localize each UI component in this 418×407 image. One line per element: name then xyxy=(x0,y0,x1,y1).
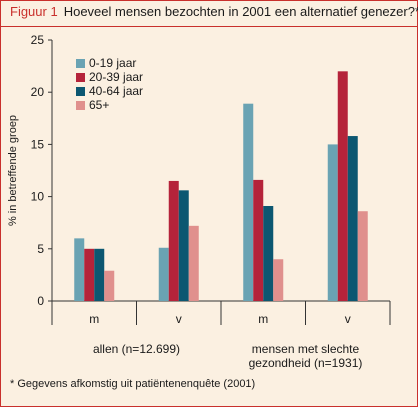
y-tick-label: 0 xyxy=(37,294,44,308)
group-label: allen (n=12.699) xyxy=(93,342,180,356)
figure-title: Hoeveel mensen bezochten in 2001 een alt… xyxy=(63,4,418,19)
figure-title-row: Figuur 1 Hoeveel mensen bezochten in 2001… xyxy=(10,4,418,19)
y-tick-label: 10 xyxy=(31,190,45,204)
bar-0-19-jaar xyxy=(243,103,254,302)
bar-20-39-jaar xyxy=(168,180,179,301)
bar-65- xyxy=(357,211,368,301)
bar-65- xyxy=(273,259,284,301)
bar-20-39-jaar xyxy=(84,248,95,301)
legend-swatch xyxy=(76,101,85,110)
x-tick-label: v xyxy=(176,312,182,326)
y-tick-label: 5 xyxy=(37,242,44,256)
bar-0-19-jaar xyxy=(74,238,85,301)
bar-65- xyxy=(188,225,199,301)
bar-20-39-jaar xyxy=(337,71,348,301)
y-tick-label: 25 xyxy=(31,33,45,47)
bar-40-64-jaar xyxy=(94,248,105,301)
legend-swatch xyxy=(76,59,85,68)
bar-40-64-jaar xyxy=(178,190,189,301)
legend-label: 40-64 jaar xyxy=(89,84,144,98)
legend-label: 20-39 jaar xyxy=(89,70,144,84)
legend-item: 20-39 jaar xyxy=(76,70,143,84)
legend-item: 40-64 jaar xyxy=(76,84,143,98)
figure-label: Figuur 1 xyxy=(10,4,58,19)
x-tick-label: m xyxy=(258,312,268,326)
bar-40-64-jaar xyxy=(347,136,358,301)
bar-0-19-jaar xyxy=(327,144,338,301)
legend-label: 65+ xyxy=(89,98,110,112)
x-tick-label: m xyxy=(89,312,99,326)
bar-20-39-jaar xyxy=(253,179,264,301)
legend-label: 0-19 jaar xyxy=(89,56,137,70)
bar-0-19-jaar xyxy=(158,247,169,301)
group-label: mensen met slechte xyxy=(252,342,360,356)
figure-footnote: * Gegevens afkomstig uit patiëntenenquêt… xyxy=(10,378,256,390)
legend-item: 65+ xyxy=(76,98,109,112)
group-label: gezondheid (n=1931) xyxy=(249,356,363,370)
bar-40-64-jaar xyxy=(263,205,274,301)
y-axis-title: % in betreffende groep xyxy=(7,115,19,226)
title-divider xyxy=(0,26,418,27)
legend-swatch xyxy=(76,73,85,82)
legend-item: 0-19 jaar xyxy=(76,56,136,70)
x-tick-label: v xyxy=(345,312,351,326)
y-tick-label: 15 xyxy=(31,137,45,151)
bar-65- xyxy=(104,270,115,301)
y-tick-label: 20 xyxy=(31,85,45,99)
legend-swatch xyxy=(76,87,85,96)
